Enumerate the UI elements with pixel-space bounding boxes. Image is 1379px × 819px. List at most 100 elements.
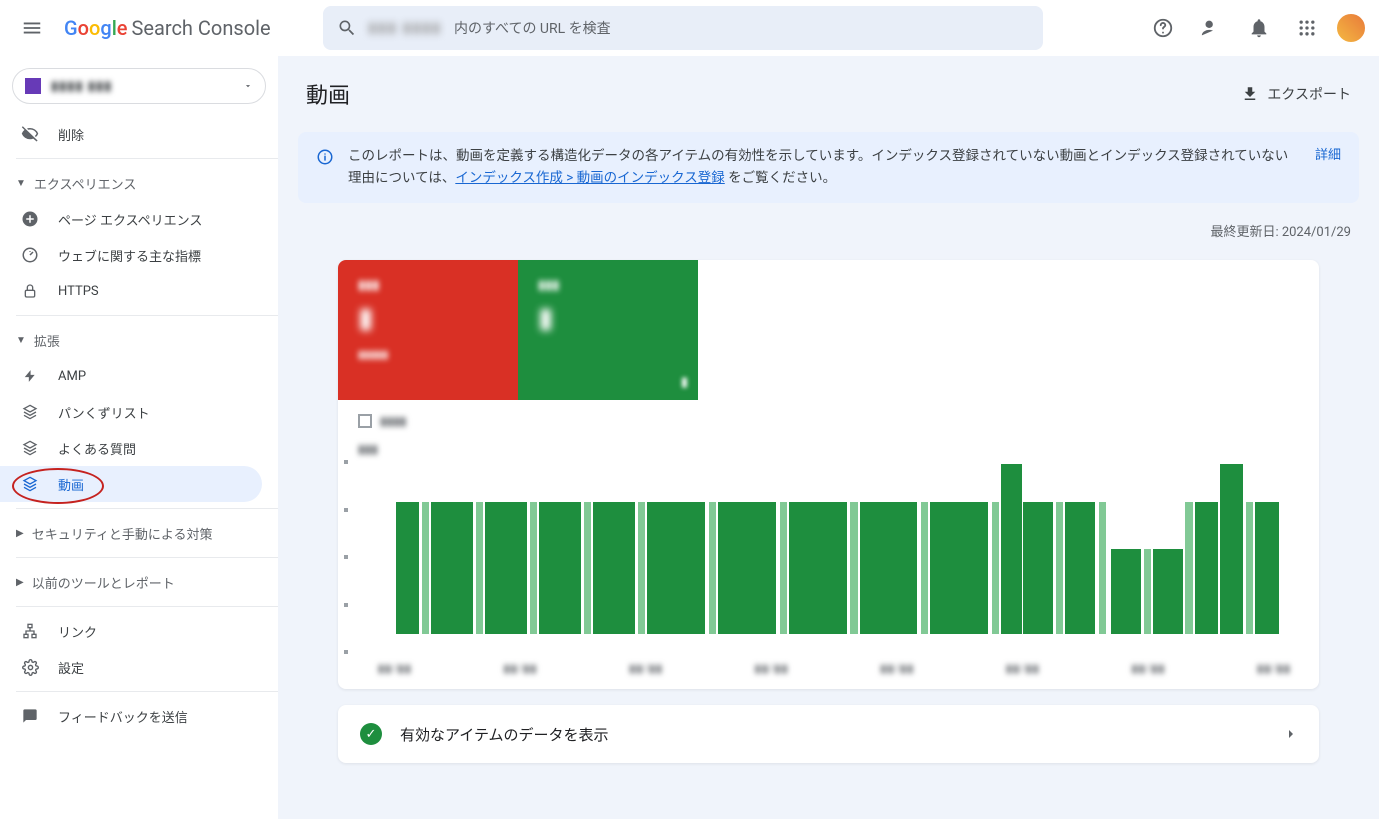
chart-bar <box>1246 502 1253 635</box>
chart-bar <box>1153 549 1183 634</box>
banner-text: このレポートは、動画を定義する構造化データの各アイテムの有効性を示しています。イ… <box>348 146 1301 189</box>
sidebar-item-feedback[interactable]: フィードバックを送信 <box>0 698 262 734</box>
status-label: ▮▮▮ <box>358 278 498 293</box>
banner-link[interactable]: インデックス作成 > 動画のインデックス登録 <box>455 170 724 186</box>
status-value-blurred: ▮ <box>538 301 678 334</box>
divider <box>16 691 278 692</box>
section-enhancements[interactable]: ▼ 拡張 <box>0 322 278 358</box>
circle-plus-icon <box>20 210 40 228</box>
x-axis-label-blurred: ▮▮/▮▮ <box>378 662 412 675</box>
notifications-button[interactable] <box>1239 8 1279 48</box>
divider <box>16 508 278 509</box>
export-button[interactable]: エクスポート <box>1241 84 1351 104</box>
banner-detail-link[interactable]: 詳細 <box>1315 146 1341 167</box>
layers-icon <box>20 404 40 420</box>
chart-bar <box>396 502 419 635</box>
chart-bar <box>921 502 928 635</box>
x-axis-label-blurred: ▮▮/▮▮ <box>504 662 538 675</box>
chart-bar <box>780 502 787 635</box>
header-actions <box>1143 8 1367 48</box>
chart-bar <box>476 502 483 635</box>
sidebar-item-settings[interactable]: 設定 <box>0 649 262 685</box>
sidebar-item-removals[interactable]: 削除 <box>0 116 262 152</box>
property-selector[interactable]: ▮▮▮▮ ▮▮▮ <box>12 68 266 104</box>
x-axis-label-blurred: ▮▮/▮▮ <box>629 662 663 675</box>
page-title: 動画 <box>306 78 350 110</box>
chart-bar <box>1220 464 1243 634</box>
layers-icon <box>20 440 40 456</box>
apps-button[interactable] <box>1287 8 1327 48</box>
sidebar-item-label: リンク <box>58 622 97 641</box>
drill-card: ✓ 有効なアイテムのデータを表示 <box>338 705 1319 763</box>
chart-bar <box>718 502 776 635</box>
chart-bar <box>1056 502 1063 635</box>
sidebar-item-core-web-vitals[interactable]: ウェブに関する主な指標 <box>0 237 262 273</box>
expand-icon: ▮ <box>681 375 688 390</box>
chevron-down-icon: ▼ <box>16 335 26 346</box>
drill-text: 有効なアイテムのデータを表示 <box>400 724 1267 745</box>
users-button[interactable] <box>1191 8 1231 48</box>
chevron-right-icon: ▶ <box>16 528 24 539</box>
export-label: エクスポート <box>1267 84 1351 104</box>
eye-off-icon <box>20 125 40 143</box>
layers-icon <box>20 476 40 492</box>
x-axis-label-blurred: ▮▮/▮▮ <box>1257 662 1291 675</box>
url-inspect-search[interactable]: ▮▮▮ ▮▮▮▮ 内のすべての URL を検査 <box>323 6 1043 50</box>
chart-bar <box>647 502 705 635</box>
info-banner: このレポートは、動画を定義する構造化データの各アイテムの有効性を示しています。イ… <box>298 132 1359 203</box>
drill-row-valid[interactable]: ✓ 有効なアイテムのデータを表示 <box>338 705 1319 763</box>
search-placeholder: 内のすべての URL を検査 <box>454 18 611 38</box>
sidebar-item-video[interactable]: 動画 <box>0 466 262 502</box>
chevron-right-icon: ▶ <box>16 577 24 588</box>
apps-grid-icon <box>1297 18 1317 38</box>
section-security[interactable]: ▶ セキュリティと手動による対策 <box>0 515 278 551</box>
chart-bar <box>992 502 999 635</box>
bell-icon <box>1248 17 1270 39</box>
chart-bar <box>431 502 473 635</box>
page-header: 動画 エクスポート <box>278 56 1379 124</box>
section-legacy[interactable]: ▶ 以前のツールとレポート <box>0 564 278 600</box>
chart <box>338 464 1319 654</box>
sidebar-item-label: ウェブに関する主な指標 <box>58 246 201 265</box>
section-label: 拡張 <box>34 331 60 350</box>
status-card-invalid[interactable]: ▮▮▮ ▮ ▮▮▮▮▮ <box>338 260 518 400</box>
top-header: Google Search Console ▮▮▮ ▮▮▮▮ 内のすべての UR… <box>0 0 1379 56</box>
status-value-blurred: ▮ <box>358 301 498 334</box>
chevron-down-icon: ▼ <box>16 178 26 189</box>
chart-bar <box>1065 502 1095 635</box>
divider <box>16 557 278 558</box>
sitemap-icon <box>20 623 40 639</box>
property-name-blurred: ▮▮▮▮ ▮▮▮ <box>51 79 233 94</box>
section-experience[interactable]: ▼ エクスペリエンス <box>0 165 278 201</box>
section-label: セキュリティと手動による対策 <box>32 524 213 543</box>
sidebar-item-breadcrumb[interactable]: パンくずリスト <box>0 394 262 430</box>
sidebar-item-links[interactable]: リンク <box>0 613 262 649</box>
sidebar-item-amp[interactable]: AMP <box>0 358 262 394</box>
product-logo[interactable]: Google Search Console <box>64 16 271 40</box>
chart-bar <box>709 502 716 635</box>
sidebar-item-label: よくある質問 <box>58 439 136 458</box>
sidebar-item-label: 動画 <box>58 475 84 494</box>
help-button[interactable] <box>1143 8 1183 48</box>
layout: ▮▮▮▮ ▮▮▮ 削除 ▼ エクスペリエンス ページ エクスペリエンス <box>0 56 1379 819</box>
status-label: ▮▮▮ <box>538 278 678 293</box>
sidebar-item-label: 設定 <box>58 658 84 677</box>
x-axis-label-blurred: ▮▮/▮▮ <box>755 662 789 675</box>
property-icon <box>25 78 41 94</box>
chart-bar <box>593 502 635 635</box>
sidebar-item-label: 削除 <box>58 125 84 144</box>
chart-bar <box>789 502 847 635</box>
legend-row: ▮▮▮▮ <box>338 400 1319 442</box>
account-avatar[interactable] <box>1335 12 1367 44</box>
legend-text-blurred: ▮▮▮▮ <box>380 414 406 428</box>
hamburger-menu[interactable] <box>12 8 52 48</box>
chart-bar <box>860 502 918 635</box>
feedback-icon <box>20 708 40 724</box>
last-updated: 最終更新日: 2024/01/29 <box>278 203 1379 244</box>
status-card-valid[interactable]: ▮▮▮ ▮ ▮ <box>518 260 698 400</box>
sidebar-item-page-experience[interactable]: ページ エクスペリエンス <box>0 201 262 237</box>
sidebar-item-https[interactable]: HTTPS <box>0 273 262 309</box>
help-icon <box>1152 17 1174 39</box>
sidebar-item-faq[interactable]: よくある質問 <box>0 430 262 466</box>
sidebar: ▮▮▮▮ ▮▮▮ 削除 ▼ エクスペリエンス ページ エクスペリエンス <box>0 56 278 819</box>
